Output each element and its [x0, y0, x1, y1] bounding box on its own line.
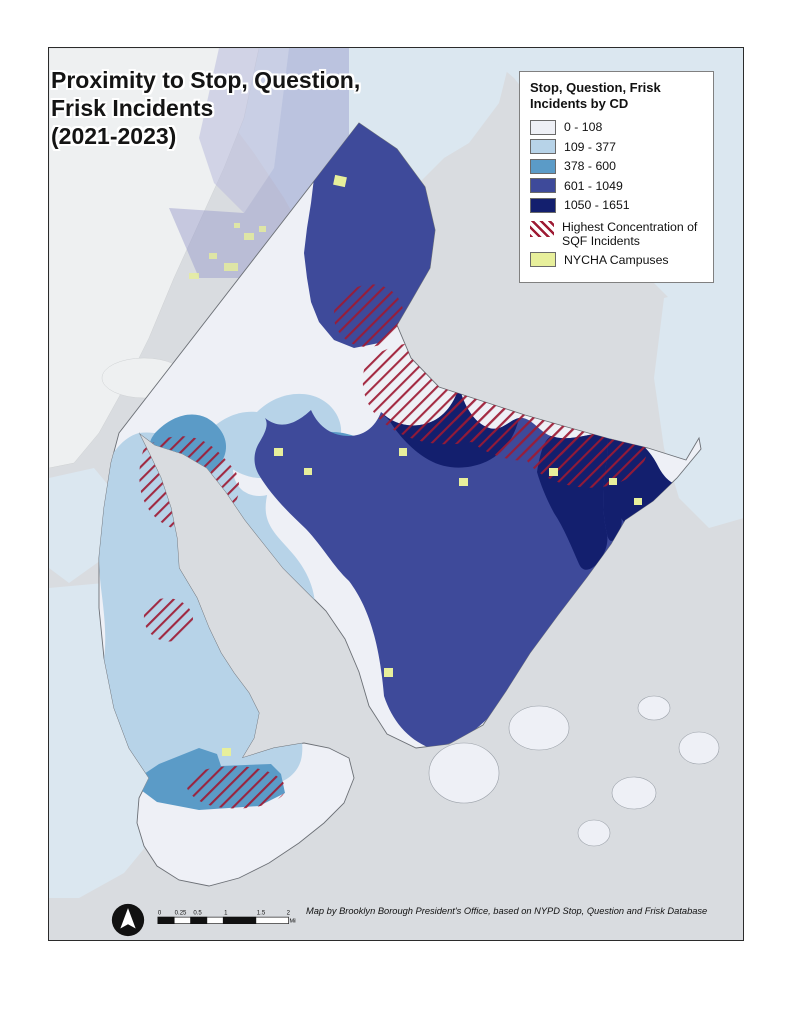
svg-text:Miles: Miles: [289, 919, 296, 925]
svg-text:0.25: 0.25: [175, 910, 187, 916]
svg-text:1.5: 1.5: [257, 910, 266, 916]
svg-text:1: 1: [224, 910, 228, 916]
svg-text:0.5: 0.5: [193, 910, 202, 916]
svg-text:2: 2: [287, 910, 291, 916]
svg-text:0: 0: [158, 910, 162, 916]
